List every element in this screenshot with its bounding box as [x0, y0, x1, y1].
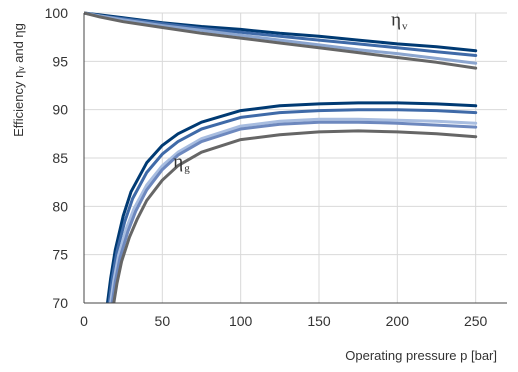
- series-line-eta_v-3: [84, 11, 478, 65]
- series-line-eta_g-6: [107, 108, 478, 303]
- x-tick-label: 100: [229, 313, 253, 329]
- y-tick-label: 90: [52, 102, 68, 118]
- y-tick-label: 70: [52, 295, 68, 311]
- series-line-eta_g-5: [106, 101, 478, 303]
- grid: [84, 12, 507, 303]
- series-group: [84, 11, 478, 303]
- annotation-eta_g: ηg: [173, 152, 190, 175]
- x-tick-label: 200: [386, 313, 410, 329]
- x-tick-label: 150: [307, 313, 331, 329]
- y-tick-label: 100: [45, 5, 69, 21]
- y-tick-label: 95: [52, 53, 68, 69]
- x-tick-label: 0: [80, 313, 88, 329]
- tick-labels: 0 50 100 150 200 250 70 75 80 85 90 95 100: [45, 5, 488, 329]
- y-tick-label: 75: [52, 247, 68, 263]
- axes: [83, 13, 507, 304]
- annotations: ηv ηg: [173, 10, 408, 175]
- x-tick-label: 50: [155, 313, 171, 329]
- series-line-eta_v-1: [84, 11, 478, 53]
- x-axis-title: Operating pressure p [bar]: [345, 348, 497, 363]
- y-axis-title: Efficiency ηᵥ and ηg: [11, 23, 26, 137]
- series-line-eta_g-7: [109, 117, 478, 303]
- x-tick-label: 250: [464, 313, 488, 329]
- annotation-eta_v: ηv: [391, 10, 408, 33]
- series-line-eta_g-9: [112, 129, 478, 303]
- y-tick-label: 85: [52, 150, 68, 166]
- series-line-eta_v-4: [84, 11, 478, 70]
- y-tick-label: 80: [52, 198, 68, 214]
- series-line-eta_g-8: [110, 120, 478, 303]
